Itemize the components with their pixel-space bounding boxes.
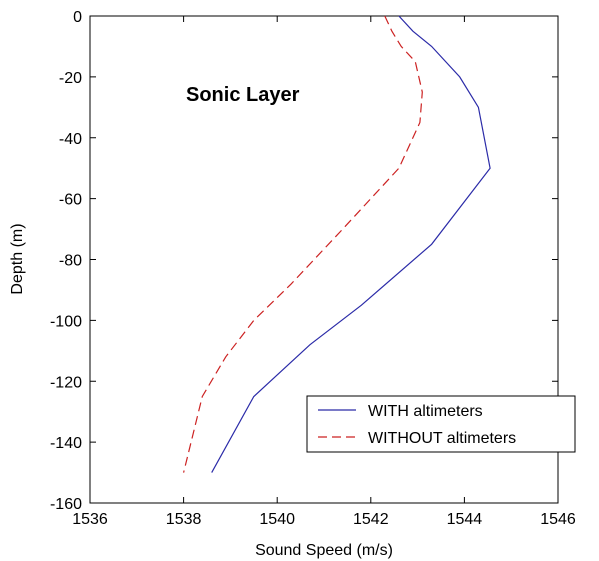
y-tick-label: 0 — [73, 9, 82, 26]
legend-label-without: WITHOUT altimeters — [368, 430, 516, 447]
y-tick-label: -20 — [59, 70, 82, 87]
series-line-with-altimeters — [211, 15, 491, 473]
legend-box — [306, 395, 576, 453]
x-tick-label: 1536 — [72, 511, 108, 528]
x-tick-label: 1540 — [259, 511, 295, 528]
x-tick-label: 1538 — [166, 511, 202, 528]
x-tick-label: 1546 — [540, 511, 576, 528]
x-tick-label: 1542 — [353, 511, 389, 528]
x-axis-label: Sound Speed (m/s) — [255, 542, 393, 559]
y-tick-label: -80 — [59, 253, 82, 270]
series-line-without-altimeters — [183, 15, 423, 473]
y-tick-label: -120 — [50, 374, 82, 391]
sonic-layer-annotation: Sonic Layer — [186, 84, 300, 106]
y-axis-label: Depth (m) — [9, 223, 26, 294]
legend-label-with: WITH altimeters — [368, 403, 483, 420]
y-tick-label: -100 — [50, 313, 82, 330]
y-tick-label: -40 — [59, 131, 82, 148]
y-tick-label: -160 — [50, 496, 82, 513]
legend: WITH altimeters WITHOUT altimeters — [306, 395, 576, 453]
x-tick-label: 1544 — [447, 511, 483, 528]
axis-ticks: 1536 1538 1540 1542 1544 1546 0 -20 -40 -60 -80 -10… — [50, 9, 576, 528]
data-series — [183, 15, 491, 473]
y-tick-label: -140 — [50, 435, 82, 452]
y-tick-label: -60 — [59, 192, 82, 209]
